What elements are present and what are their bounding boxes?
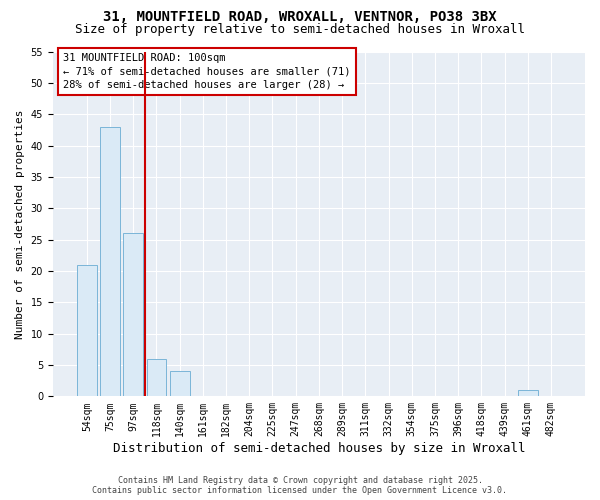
Text: Size of property relative to semi-detached houses in Wroxall: Size of property relative to semi-detach…: [75, 22, 525, 36]
Bar: [100, 126, 120, 396]
Text: Contains HM Land Registry data © Crown copyright and database right 2025.
Contai: Contains HM Land Registry data © Crown c…: [92, 476, 508, 495]
Bar: [146, 358, 166, 397]
Bar: [77, 264, 97, 396]
Bar: [124, 234, 143, 396]
Y-axis label: Number of semi-detached properties: Number of semi-detached properties: [15, 109, 25, 338]
Text: 31 MOUNTFIELD ROAD: 100sqm
← 71% of semi-detached houses are smaller (71)
28% of: 31 MOUNTFIELD ROAD: 100sqm ← 71% of semi…: [64, 53, 351, 90]
Bar: [518, 390, 538, 396]
X-axis label: Distribution of semi-detached houses by size in Wroxall: Distribution of semi-detached houses by …: [113, 442, 525, 455]
Bar: [170, 372, 190, 396]
Text: 31, MOUNTFIELD ROAD, WROXALL, VENTNOR, PO38 3BX: 31, MOUNTFIELD ROAD, WROXALL, VENTNOR, P…: [103, 10, 497, 24]
